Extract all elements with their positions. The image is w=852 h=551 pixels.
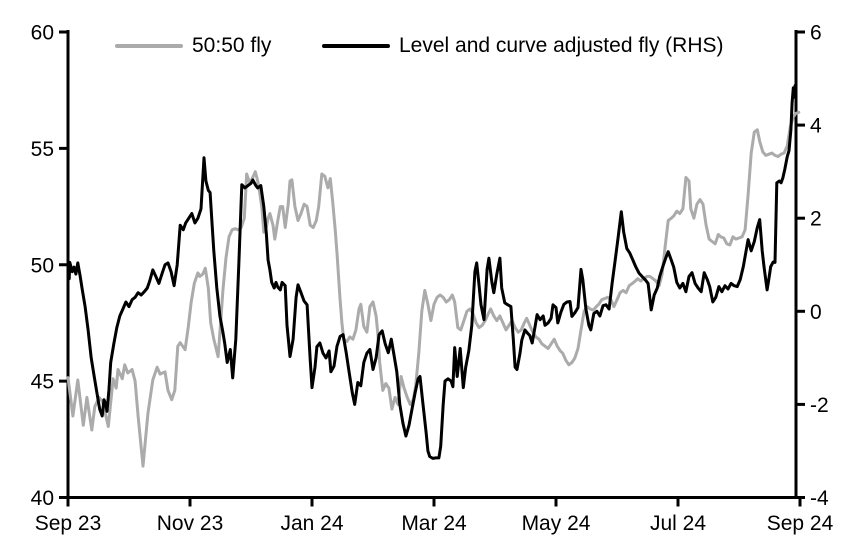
series-layer [66, 84, 801, 468]
left-axis-tick-label: 45 [31, 371, 54, 394]
x-axis-tick-label: Jan 24 [280, 512, 343, 535]
x-axis-tick-label: Mar 24 [401, 512, 467, 535]
x-axis-tick-label: Jul 24 [650, 512, 706, 535]
x-axis-tick-label: Nov 23 [157, 512, 224, 535]
right-axis-tick-label: 2 [810, 208, 822, 231]
black-series-line [66, 84, 797, 460]
right-axis-tick-label: 4 [810, 115, 822, 138]
right-axis-tick-label: 6 [810, 22, 822, 45]
right-axis-tick-label: -2 [810, 394, 829, 417]
left-axis-tick-label: 50 [31, 254, 54, 277]
right-axis-tick-label: 0 [810, 301, 822, 324]
left-axis-tick-label: 55 [31, 138, 54, 161]
x-axis-tick-label: Sep 24 [767, 512, 834, 535]
right-axis-tick-label: -4 [810, 487, 829, 510]
x-axis-tick-label: Sep 23 [35, 512, 102, 535]
left-axis-tick-label: 40 [31, 487, 54, 510]
left-axis-tick-label: 60 [31, 22, 54, 45]
x-axis-tick-label: May 24 [522, 512, 591, 535]
axes-layer: 40 45 50 55 60 -4 -2 0 2 4 6 Sep 23 Nov 23 Jan 24 Mar … [31, 22, 834, 536]
gray-series-line [66, 110, 801, 468]
